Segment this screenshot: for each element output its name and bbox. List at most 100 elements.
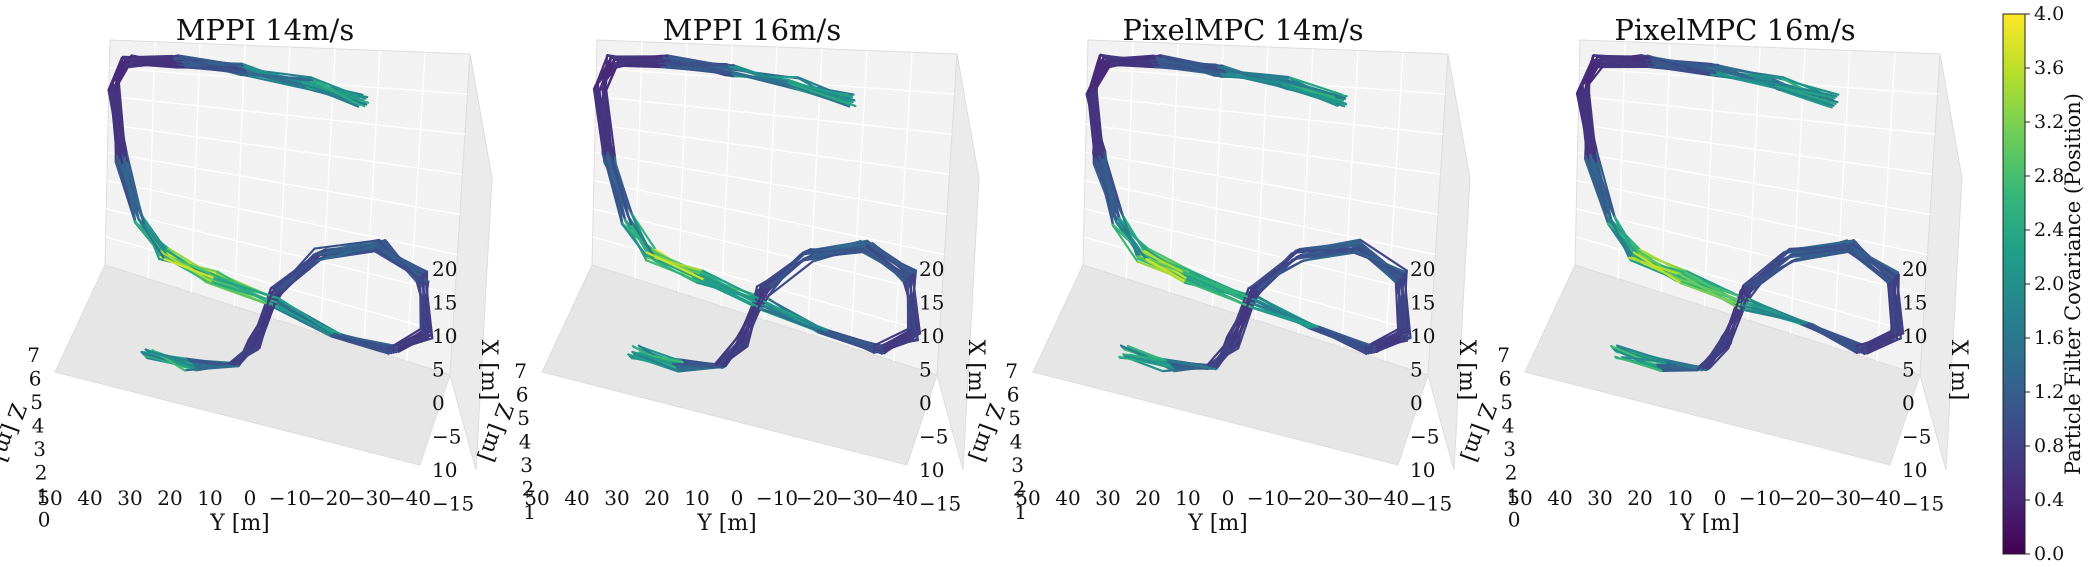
trajectory-segment [143,353,198,372]
z-tick-label: 3 [1011,453,1024,477]
subplot-pixelmpc-16: PixelMPC 16m/s 20 15 10 5 0 −5 10 −15 50… [1456,13,1971,536]
trajectory-segment [177,54,244,67]
y-tick-label: 30 [1095,486,1120,510]
y-tick-label: 0 [731,486,744,510]
trajectory-segment [632,351,680,373]
z-tick-label: 7 [27,343,40,367]
y-tick-label: 30 [117,486,142,510]
trajectory-segment [660,55,733,75]
z-tick-label: 7 [1497,343,1510,367]
trajectory-segment [870,242,915,273]
trajectory-segment [717,345,749,369]
trajectory-segment [601,58,616,86]
trajectory-segment [1145,257,1187,283]
trajectory-segment [861,248,909,279]
grid-lines [105,41,468,362]
trajectory-segment [1403,270,1410,333]
trajectory-segment [1609,344,1656,366]
trajectory-segment [1226,288,1250,345]
trajectory-segment [1153,55,1221,75]
y-tick-label: −40 [1367,486,1409,510]
z-tick-label: 7 [1005,359,1018,383]
trajectory-segment [1790,245,1852,251]
trajectory-segment [425,281,430,340]
trajectory-segment [1182,271,1253,300]
trajectory-segment [1620,356,1667,363]
y-tick-label: −10 [269,486,311,510]
grid-line [1577,151,1931,216]
trajectory-segment [1112,224,1139,263]
trajectory-segment [277,297,336,336]
z-axis-label: Z [m] [964,400,1008,465]
colorbar-tick-label: 1.6 [2034,327,2064,349]
trajectory-segment [1772,83,1833,104]
y-tick-label: 20 [157,486,182,510]
x-tick-label: 10 [432,458,457,482]
trajectory-segment [644,254,700,280]
trajectory-segment [1278,81,1337,104]
trajectory-segment [865,240,913,275]
trajectory-segment [140,213,165,250]
z-tick-label: 7 [514,359,527,383]
z-tick-label: 2 [522,477,535,501]
trajectory-segment [1358,238,1408,272]
z-tick-label: 6 [29,367,42,391]
y-tick-label: 10 [197,486,222,510]
y-tick-label: −30 [836,486,878,510]
trajectory-segment [1610,218,1631,259]
trajectory-segment [1585,58,1602,88]
trajectory-segment [111,80,128,155]
y-tick-label: −30 [1819,486,1861,510]
trajectory-segment [713,336,738,369]
trajectory-segment [373,247,428,284]
subplot-mppi-14: MPPI 14m/s 20 15 10 5 0 −5 10 −15 50 40 … [0,13,501,536]
trajectory-segment [211,281,280,304]
y-tick-label: 0 [1714,486,1727,510]
trajectory-segment [316,247,376,255]
trajectory-segment [310,79,362,106]
grid-line [1833,50,1851,348]
x-tick-label: 5 [432,358,445,382]
trajectory-segment [392,337,430,347]
trajectory-segment [1370,330,1410,347]
trajectory-segment [609,154,633,228]
x-tick-label: 5 [1410,358,1423,382]
x-axis-label: X [m] [1946,340,1971,401]
trajectory-segment [1599,58,1654,67]
y-tick-label: 50 [1507,486,1532,510]
y-tick-labels: 50 40 30 20 10 0 −10 −20 −30 −40 [37,486,431,510]
trajectory-segment [274,247,316,293]
x-tick-label: 5 [1902,358,1915,382]
trajectory-segment [1375,339,1409,349]
grid-line [106,179,458,256]
y-tick-label: −40 [876,486,918,510]
y-tick-label: −10 [1247,486,1289,510]
x-tick-label: 0 [432,391,445,415]
trajectory-segment [374,244,425,274]
trajectory-segment [1675,276,1742,302]
trajectory-segment [658,65,726,74]
trajectory-segment [786,80,854,99]
trajectory-segment [259,287,272,343]
trajectory-segment [744,289,760,343]
trajectory-segment [280,248,327,296]
trajectory-segment [1302,251,1356,262]
trajectory-segment [1775,86,1831,106]
trajectory-segment [107,88,124,166]
trajectory-segment [1614,355,1663,373]
x-tick-label: 10 [919,324,944,348]
floor-pane [1524,264,1921,466]
trajectory-segment [903,279,919,342]
grid-line [1576,179,1928,256]
trajectory-segment [1636,248,1678,279]
trajectory-segment [768,250,808,289]
trajectory-segment [1318,325,1373,347]
y-tick-label: −10 [1739,486,1781,510]
trajectory-segment [1708,73,1774,85]
trajectory-segment [1647,55,1711,76]
trajectory-segment [790,84,851,108]
trajectory-segment [236,340,262,368]
x-tick-label: 20 [1410,257,1435,281]
y-tick-label: −40 [389,486,431,510]
